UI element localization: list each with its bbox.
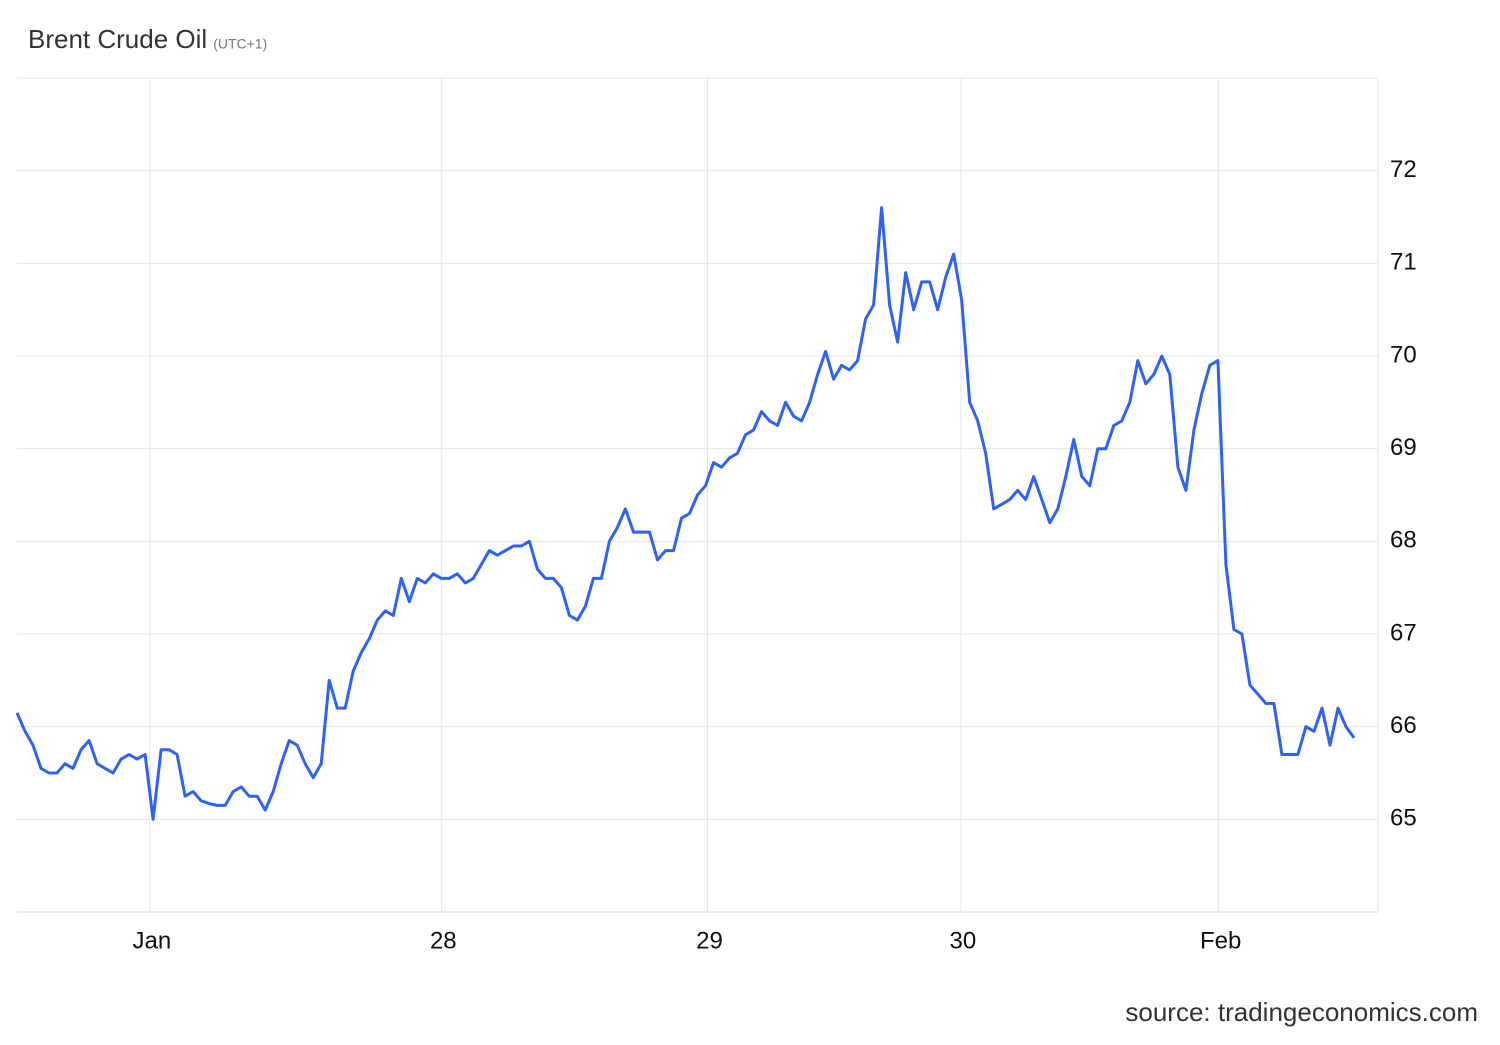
price-line	[15, 206, 1356, 821]
y-tick-label: 68	[1390, 527, 1417, 554]
x-tick-label: 29	[696, 927, 723, 954]
x-tick-label: 30	[950, 927, 977, 954]
y-tick-label: 66	[1390, 712, 1417, 739]
y-tick-label: 67	[1390, 619, 1417, 646]
chart-title: Brent Crude Oil	[28, 24, 207, 54]
x-tick-label: Jan	[133, 927, 172, 954]
x-tick-label: 28	[430, 927, 457, 954]
y-tick-label: 65	[1390, 805, 1417, 832]
x-tick-label: Feb	[1200, 927, 1241, 954]
y-tick-label: 70	[1390, 341, 1417, 368]
source: source: tradingeconomics.com	[1125, 997, 1478, 1027]
y-tick-label: 71	[1390, 249, 1417, 276]
y-tick-label: 69	[1390, 434, 1417, 461]
chart-subtitle: (UTC+1)	[213, 36, 267, 52]
y-tick-label: 72	[1390, 156, 1417, 183]
